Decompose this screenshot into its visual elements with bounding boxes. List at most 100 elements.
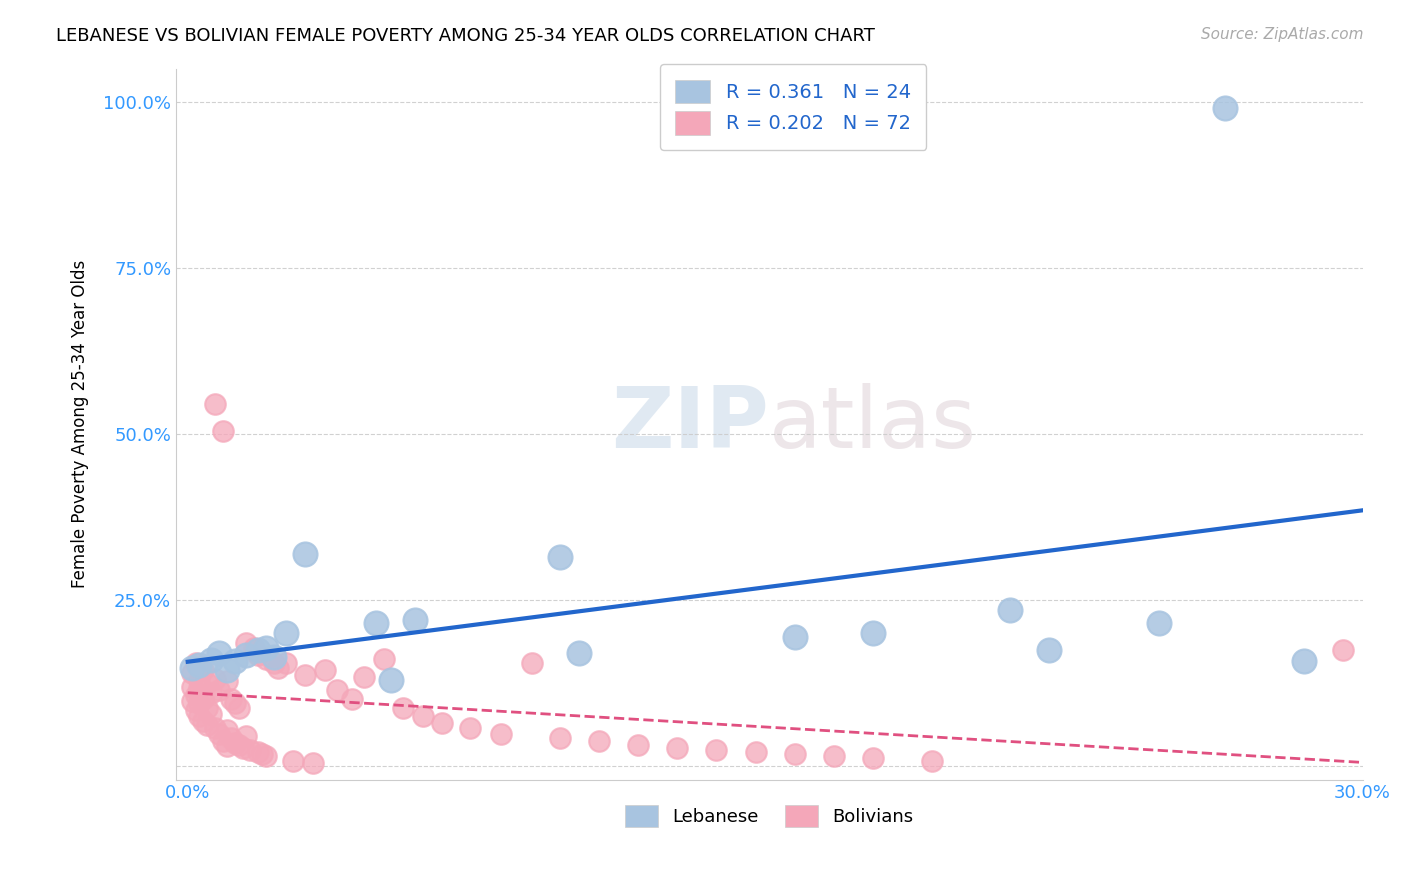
Point bbox=[193, 691, 215, 706]
Point bbox=[302, 756, 325, 770]
Point bbox=[274, 626, 297, 640]
Point bbox=[208, 646, 231, 660]
Point bbox=[823, 749, 845, 764]
Point bbox=[666, 740, 689, 755]
Point bbox=[224, 736, 246, 750]
Point bbox=[263, 657, 285, 671]
Point bbox=[195, 676, 218, 690]
Point bbox=[627, 738, 650, 752]
Point bbox=[188, 709, 211, 723]
Point bbox=[783, 630, 806, 644]
Point bbox=[548, 731, 571, 746]
Point bbox=[1038, 643, 1060, 657]
Point bbox=[232, 740, 254, 755]
Point bbox=[458, 721, 481, 735]
Point bbox=[215, 723, 238, 737]
Point bbox=[200, 686, 222, 700]
Point bbox=[862, 626, 884, 640]
Point bbox=[432, 716, 454, 731]
Point bbox=[364, 616, 387, 631]
Point bbox=[380, 673, 402, 687]
Point bbox=[489, 727, 512, 741]
Point bbox=[224, 696, 246, 710]
Point bbox=[188, 696, 211, 710]
Point bbox=[212, 734, 235, 748]
Point bbox=[342, 691, 364, 706]
Point bbox=[548, 549, 571, 564]
Point bbox=[204, 672, 226, 686]
Point bbox=[522, 657, 544, 671]
Point bbox=[200, 653, 222, 667]
Point bbox=[180, 661, 202, 675]
Point bbox=[283, 754, 305, 768]
Point bbox=[254, 640, 277, 655]
Point bbox=[325, 682, 347, 697]
Point bbox=[188, 673, 211, 687]
Point bbox=[200, 707, 222, 722]
Point bbox=[412, 709, 434, 723]
Point bbox=[267, 661, 290, 675]
Y-axis label: Female Poverty Among 25-34 Year Olds: Female Poverty Among 25-34 Year Olds bbox=[72, 260, 89, 588]
Point bbox=[744, 745, 766, 759]
Point bbox=[215, 739, 238, 754]
Point bbox=[1215, 102, 1237, 116]
Point bbox=[184, 657, 207, 671]
Point bbox=[208, 682, 231, 697]
Point bbox=[195, 701, 218, 715]
Point bbox=[235, 648, 257, 662]
Point bbox=[204, 397, 226, 411]
Point bbox=[250, 747, 273, 762]
Text: Source: ZipAtlas.com: Source: ZipAtlas.com bbox=[1201, 27, 1364, 42]
Point bbox=[1147, 616, 1170, 631]
Text: LEBANESE VS BOLIVIAN FEMALE POVERTY AMONG 25-34 YEAR OLDS CORRELATION CHART: LEBANESE VS BOLIVIAN FEMALE POVERTY AMON… bbox=[56, 27, 875, 45]
Point bbox=[404, 613, 426, 627]
Point bbox=[215, 663, 238, 677]
Point bbox=[195, 718, 218, 732]
Point bbox=[184, 703, 207, 717]
Point bbox=[314, 663, 336, 677]
Legend: Lebanese, Bolivians: Lebanese, Bolivians bbox=[617, 798, 921, 835]
Point bbox=[254, 651, 277, 665]
Point bbox=[180, 666, 202, 681]
Point bbox=[373, 651, 395, 665]
Point bbox=[208, 727, 231, 741]
Point bbox=[247, 648, 270, 662]
Point bbox=[706, 742, 728, 756]
Point bbox=[188, 681, 211, 695]
Point bbox=[588, 734, 610, 748]
Point bbox=[184, 688, 207, 702]
Point bbox=[353, 670, 375, 684]
Point bbox=[254, 749, 277, 764]
Point bbox=[263, 649, 285, 664]
Text: atlas: atlas bbox=[769, 383, 977, 466]
Point bbox=[188, 658, 211, 673]
Point bbox=[1292, 654, 1315, 668]
Point bbox=[247, 643, 270, 657]
Point bbox=[783, 747, 806, 762]
Point bbox=[1331, 643, 1354, 657]
Point bbox=[247, 745, 270, 759]
Point bbox=[235, 636, 257, 650]
Point bbox=[180, 680, 202, 694]
Point bbox=[180, 694, 202, 708]
Point bbox=[294, 547, 316, 561]
Point bbox=[568, 646, 591, 660]
Point bbox=[274, 657, 297, 671]
Point bbox=[862, 751, 884, 765]
Point bbox=[228, 701, 250, 715]
Point bbox=[212, 424, 235, 438]
Point bbox=[392, 701, 415, 715]
Text: ZIP: ZIP bbox=[612, 383, 769, 466]
Point bbox=[219, 731, 242, 746]
Point bbox=[243, 640, 266, 655]
Point bbox=[224, 654, 246, 668]
Point bbox=[998, 603, 1021, 617]
Point bbox=[228, 738, 250, 752]
Point bbox=[219, 691, 242, 706]
Point bbox=[204, 721, 226, 735]
Point bbox=[294, 667, 316, 681]
Point bbox=[193, 663, 215, 677]
Point bbox=[235, 730, 257, 744]
Point bbox=[215, 674, 238, 689]
Point bbox=[921, 754, 943, 768]
